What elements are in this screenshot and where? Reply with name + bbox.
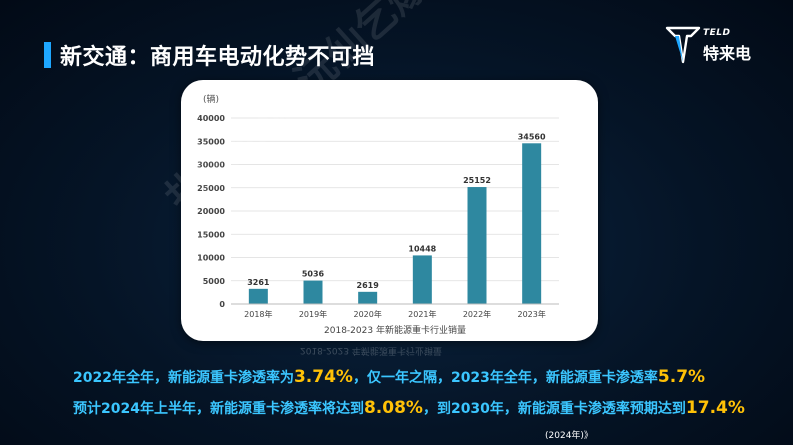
- data-label: 25152: [463, 176, 491, 185]
- y-tick-label: 35000: [197, 137, 225, 146]
- page-title: 新交通：商用车电动化势不可挡: [60, 45, 376, 70]
- line1-value-a: 3.74%: [293, 367, 353, 387]
- bar-chart: (辆) 0 5000 10000 15000 20000 25000 30000 35000 40…: [197, 93, 559, 336]
- teld-logo: TELD 特来电: [665, 22, 775, 72]
- data-label: 2619: [357, 281, 380, 290]
- y-tick-label: 0: [219, 300, 225, 309]
- bar: [303, 280, 323, 304]
- y-tick-label: 30000: [197, 161, 225, 170]
- line2-value-a: 8.08%: [363, 398, 423, 418]
- line1-text-b: ，仅一年之隔，2023年全年，新能源重卡渗透率: [352, 370, 658, 386]
- bar: [522, 143, 542, 304]
- data-label: 3261: [247, 278, 270, 287]
- y-tick-label: 40000: [197, 114, 225, 123]
- logo-brand-cn: 特来电: [703, 44, 752, 63]
- line2-value-b: 17.4%: [685, 398, 745, 418]
- source-note: (2024年)》: [545, 431, 593, 441]
- bar: [412, 255, 432, 304]
- data-label: 5036: [302, 270, 325, 279]
- data-label: 10448: [408, 244, 436, 253]
- penetration-line-2: 预计2024年上半年，新能源重卡渗透率将达到8.08%，到2030年，新能源重卡…: [73, 398, 745, 418]
- x-tick-label: 2023年: [517, 309, 545, 319]
- x-tick-label: 2020年: [353, 309, 381, 319]
- y-tick-label: 25000: [197, 184, 225, 193]
- y-tick-label: 10000: [197, 254, 225, 263]
- x-tick-label: 2019年: [299, 309, 327, 319]
- bar: [467, 187, 487, 304]
- line2-text-b: ，到2030年，新能源重卡渗透率预期达到: [422, 401, 686, 417]
- line2-text-a: 预计2024年上半年，新能源重卡渗透率将达到: [73, 401, 364, 417]
- title-accent-bar: [44, 42, 51, 68]
- x-tick-label: 2022年: [463, 309, 491, 319]
- x-tick-label: 2018年: [244, 309, 272, 319]
- bar: [248, 288, 268, 304]
- teld-logo-icon: [665, 26, 701, 64]
- y-tick-label: 15000: [197, 230, 225, 239]
- x-tick-label: 2021年: [408, 309, 436, 319]
- y-tick-label: 5000: [203, 277, 226, 286]
- y-tick-label: 20000: [197, 207, 225, 216]
- logo-brand-en: TELD: [703, 28, 731, 38]
- y-axis-unit-label: (辆): [203, 93, 219, 105]
- data-label: 34560: [518, 132, 546, 141]
- bar: [358, 291, 378, 304]
- line1-text-a: 2022年全年，新能源重卡渗透率为: [73, 370, 294, 386]
- line1-value-b: 5.7%: [657, 367, 706, 387]
- chart-card: (辆) 0 5000 10000 15000 20000 25000 30000 35000 40…: [181, 80, 598, 341]
- chart-title-reflection: 2018-2023 年新能源重卡行业销量: [300, 345, 442, 355]
- chart-title: 2018-2023 年新能源重卡行业销量: [324, 324, 466, 336]
- penetration-line-1: 2022年全年，新能源重卡渗透率为3.74%，仅一年之隔，2023年全年，新能源…: [73, 367, 705, 387]
